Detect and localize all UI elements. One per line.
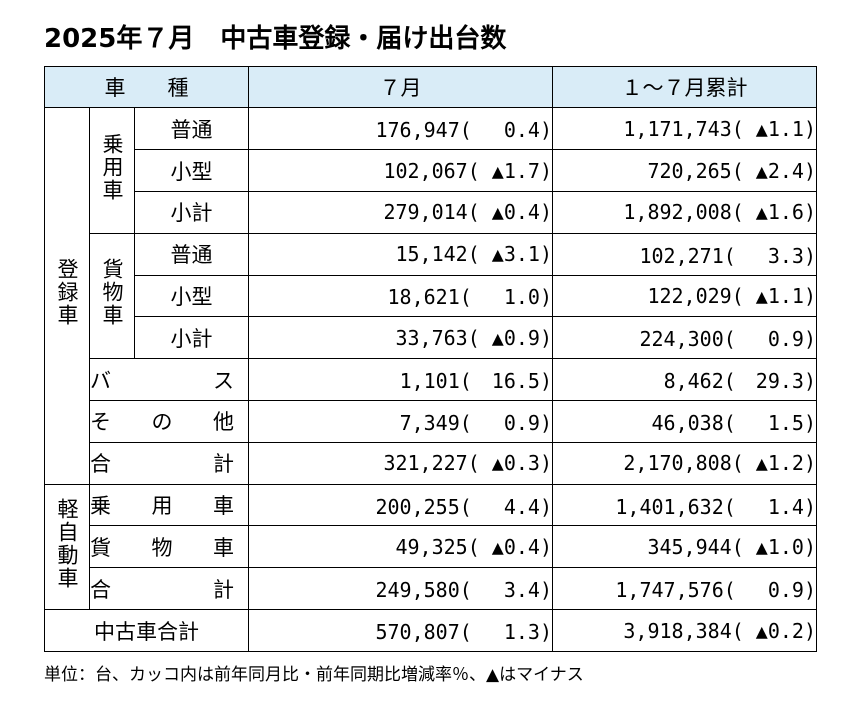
table-row: 貨物車 49,325( ▲0.4) 345,944( ▲1.0) [45, 525, 818, 569]
table-row: 小計 279,014( ▲0.4) 1,892,008( ▲1.6) [45, 190, 818, 234]
group-kei: 軽自動車 [44, 483, 90, 611]
row-label: 普通 [133, 232, 250, 276]
cumulative-value: 1,747,576( 0.9) [552, 567, 818, 611]
header-month: ７月 [248, 65, 554, 109]
table-row: 貨物車 普通 15,142( ▲3.1) 102,271( 3.3) [45, 232, 818, 360]
page-title: 2025年７月 中古車登録・届け出台数 [44, 24, 507, 54]
group-cargo: 貨物車 [89, 232, 135, 360]
month-value: 200,255( 4.4) [248, 483, 554, 527]
cumulative-value: 3,918,384( ▲0.2) [552, 609, 818, 652]
table-row: 小計 33,763( ▲0.9) 224,300( 0.9) [45, 316, 818, 360]
cumulative-value: 1,892,008( ▲1.6) [552, 190, 818, 234]
row-label: 貨物車 [88, 525, 250, 569]
row-label: その他 [88, 400, 250, 443]
row-label: 普通 [133, 107, 250, 151]
table-row: 軽自動車 乗用車 200,255( 4.4) 1,401,632( 1.4) [44, 483, 818, 611]
table-row: 合計 249,580( 3.4) 1,747,576( 0.9) [45, 567, 818, 611]
cumulative-value: 46,038( 1.5) [552, 400, 818, 443]
month-value: 279,014( ▲0.4) [248, 190, 554, 234]
registration-table: 車 種 ７月 １～７月累計 登録車 乗用車 普通 176,947( 0.4) 1… [43, 65, 818, 652]
cumulative-value: 1,401,632( 1.4) [552, 483, 818, 527]
table-row: 小型 102,067( ▲1.7) 720,265( ▲2.4) [45, 149, 818, 192]
cumulative-value: 122,029( ▲1.1) [552, 274, 818, 318]
month-value: 15,142( ▲3.1) [248, 232, 554, 276]
table-row: その他 7,349( 0.9) 46,038( 1.5) [45, 400, 818, 443]
row-label: 合計 [88, 441, 250, 485]
table-row: 合計 321,227( ▲0.3) 2,170,808( ▲1.2) [45, 441, 818, 485]
header-type: 車 種 [43, 65, 250, 109]
row-label: 乗用車 [88, 483, 250, 527]
row-label: 小型 [133, 149, 250, 192]
row-label: 小計 [133, 316, 250, 360]
cumulative-value: 720,265( ▲2.4) [552, 149, 818, 192]
header-cumulative: １～７月累計 [552, 65, 818, 109]
table-row: バス 1,101( 16.5) 8,462( 29.3) [45, 358, 818, 401]
month-value: 102,067( ▲1.7) [248, 149, 554, 192]
month-value: 249,580( 3.4) [248, 567, 554, 611]
month-value: 570,807( 1.3) [248, 609, 554, 652]
month-value: 49,325( ▲0.4) [248, 525, 554, 569]
month-value: 176,947( 0.4) [248, 107, 554, 151]
cumulative-value: 8,462( 29.3) [552, 358, 818, 401]
cumulative-value: 2,170,808( ▲1.2) [552, 441, 818, 485]
cumulative-value: 345,944( ▲1.0) [552, 525, 818, 569]
row-label: バス [88, 358, 250, 401]
month-value: 33,763( ▲0.9) [248, 316, 554, 360]
cumulative-value: 1,171,743( ▲1.1) [552, 107, 818, 151]
cumulative-value: 102,271( 3.3) [552, 232, 818, 276]
table-row-total: 中古車合計 570,807( 1.3) 3,918,384( ▲0.2) [43, 609, 818, 652]
month-value: 1,101( 16.5) [248, 358, 554, 401]
table-row: 登録車 乗用車 普通 176,947( 0.4) 1,171,743( ▲1.1… [44, 107, 818, 485]
row-label: 合計 [88, 567, 250, 611]
cumulative-value: 224,300( 0.9) [552, 316, 818, 360]
table-row: 小型 18,621( 1.0) 122,029( ▲1.1) [45, 274, 818, 318]
month-value: 7,349( 0.9) [248, 400, 554, 443]
row-label: 小計 [133, 190, 250, 234]
row-label: 中古車合計 [43, 609, 250, 652]
row-label: 小型 [133, 274, 250, 318]
footnote: 単位：台、カッコ内は前年同月比・前年同期比増減率％、▲はマイナス [44, 665, 584, 685]
table-header-row: 車 種 ７月 １～７月累計 [43, 65, 818, 109]
month-value: 321,227( ▲0.3) [248, 441, 554, 485]
month-value: 18,621( 1.0) [248, 274, 554, 318]
group-passenger: 乗用車 [89, 107, 135, 234]
group-registered: 登録車 [44, 107, 90, 485]
